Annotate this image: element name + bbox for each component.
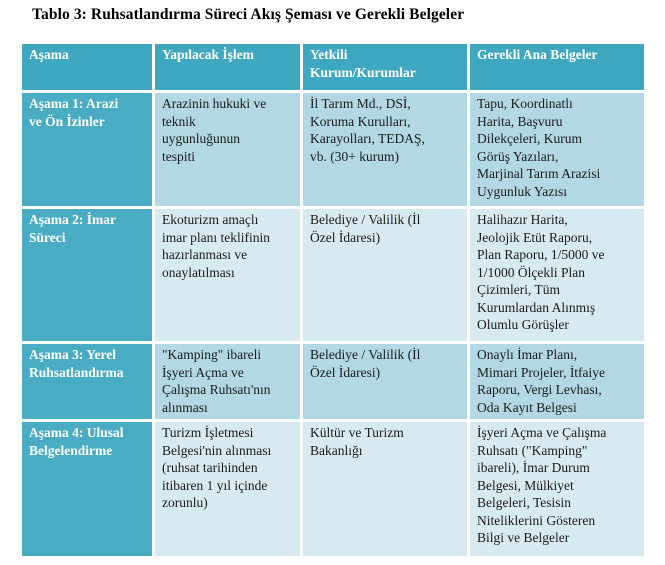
column-header-action: Yapılacak İşlem	[155, 44, 303, 93]
cell-action-3: "Kamping" ibareli İşyeri Açma ve Çalışma…	[155, 344, 303, 422]
column-header-stage: Aşama	[22, 44, 155, 93]
table-row: Aşama 3: Yerel Ruhsatlandırma "Kamping" …	[22, 344, 644, 422]
table-row: Aşama 4: Ulusal Belgelendirme Turizm İşl…	[22, 422, 644, 556]
column-header-documents: Gerekli Ana Belgeler	[470, 44, 644, 93]
row-header-stage-1: Aşama 1: Arazi ve Ön İzinler	[22, 93, 155, 209]
table-row: Aşama 1: Arazi ve Ön İzinler Arazinin hu…	[22, 93, 644, 209]
cell-action-2: Ekoturizm amaçlı imar planı teklifinin h…	[155, 209, 303, 344]
licensing-process-table: Aşama Yapılacak İşlem Yetkili Kurum/Kuru…	[22, 44, 644, 556]
row-header-stage-2: Aşama 2: İmar Süreci	[22, 209, 155, 344]
cell-documents-3: Onaylı İmar Planı, Mimari Projeler, İtfa…	[470, 344, 644, 422]
table-caption: Tablo 3: Ruhsatlandırma Süreci Akış Şema…	[32, 6, 465, 23]
cell-authority-4: Kültür ve Turizm Bakanlığı	[303, 422, 470, 556]
cell-action-4: Turizm İşletmesi Belgesi'nin alınması (r…	[155, 422, 303, 556]
cell-authority-2: Belediye / Valilik (İl Özel İdaresi)	[303, 209, 470, 344]
cell-authority-3: Belediye / Valilik (İl Özel İdaresi)	[303, 344, 470, 422]
header-row: Aşama Yapılacak İşlem Yetkili Kurum/Kuru…	[22, 44, 644, 93]
table-row: Aşama 2: İmar Süreci Ekoturizm amaçlı im…	[22, 209, 644, 344]
row-header-stage-3: Aşama 3: Yerel Ruhsatlandırma	[22, 344, 155, 422]
cell-authority-1: İl Tarım Md., DSİ, Koruma Kurulları, Kar…	[303, 93, 470, 209]
cell-documents-1: Tapu, Koordinatlı Harita, Başvuru Dilekç…	[470, 93, 644, 209]
cell-documents-4: İşyeri Açma ve Çalışma Ruhsatı ("Kamping…	[470, 422, 644, 556]
row-header-stage-4: Aşama 4: Ulusal Belgelendirme	[22, 422, 155, 556]
cell-documents-2: Halihazır Harita, Jeolojik Etüt Raporu, …	[470, 209, 644, 344]
cell-action-1: Arazinin hukuki ve teknik uygunluğunun t…	[155, 93, 303, 209]
column-header-authority: Yetkili Kurum/Kurumlar	[303, 44, 470, 93]
